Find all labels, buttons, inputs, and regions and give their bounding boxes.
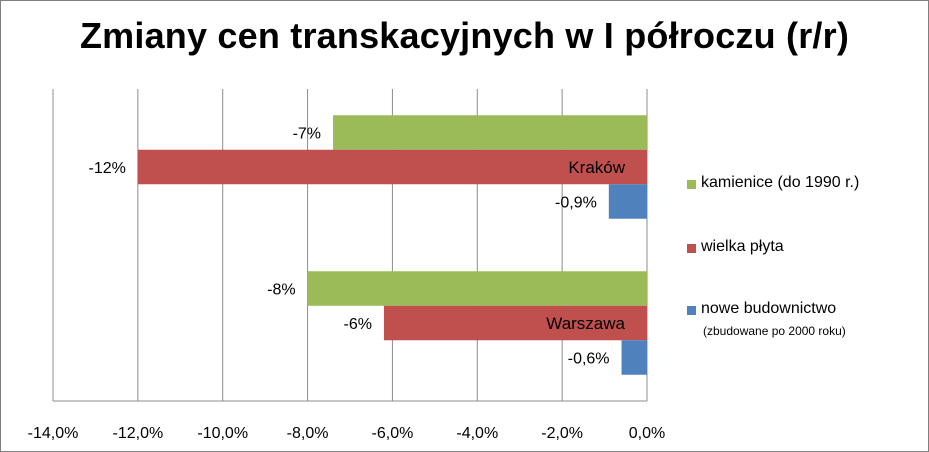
legend-sublabel-nowe-budownictwo: (zbudowane po 2000 roku) <box>703 324 846 338</box>
x-tick-label: -8,0% <box>287 425 329 442</box>
legend-swatch-nowe-budownictwo <box>687 306 696 315</box>
bar <box>333 115 647 150</box>
legend-swatch-kamienice <box>687 180 696 189</box>
bar <box>137 149 647 185</box>
data-label: -8% <box>267 282 295 299</box>
x-tick-label: -12,0% <box>113 425 164 442</box>
data-label: -12% <box>88 160 125 177</box>
legend-label-kamienice: kamienice (do 1990 r.) <box>701 174 860 191</box>
bar <box>307 271 647 306</box>
legend-item-nowe-budownictwo: nowe budownictwo (zbudowane po 2000 roku… <box>687 300 846 338</box>
legend-label-nowe-budownictwo: nowe budownictwo <box>701 300 837 317</box>
x-tick-label: -10,0% <box>197 425 248 442</box>
legend-label-wielka-plyta: wielka płyta <box>701 238 784 255</box>
category-label: Warszawa <box>546 314 625 333</box>
category-label: Kraków <box>568 158 625 177</box>
data-label: -6% <box>343 316 371 333</box>
x-tick-label: -2,0% <box>541 425 583 442</box>
data-label: -0,6% <box>568 351 610 368</box>
legend-item-wielka-plyta: wielka płyta <box>687 238 784 256</box>
x-tick-label: -6,0% <box>372 425 414 442</box>
data-label: -7% <box>293 126 321 143</box>
x-tick-label: -4,0% <box>456 425 498 442</box>
legend-swatch-wielka-plyta <box>687 244 696 253</box>
bar <box>383 305 647 341</box>
data-label: -0,9% <box>555 195 597 212</box>
bar <box>621 340 647 375</box>
x-tick-label: -14,0% <box>28 425 79 442</box>
bar <box>608 184 647 219</box>
chart-title: Zmiany cen transkacyjnych w I półroczu (… <box>79 15 850 56</box>
x-tick-label: 0,0% <box>629 425 665 442</box>
legend-item-kamienice: kamienice (do 1990 r.) <box>687 174 860 192</box>
